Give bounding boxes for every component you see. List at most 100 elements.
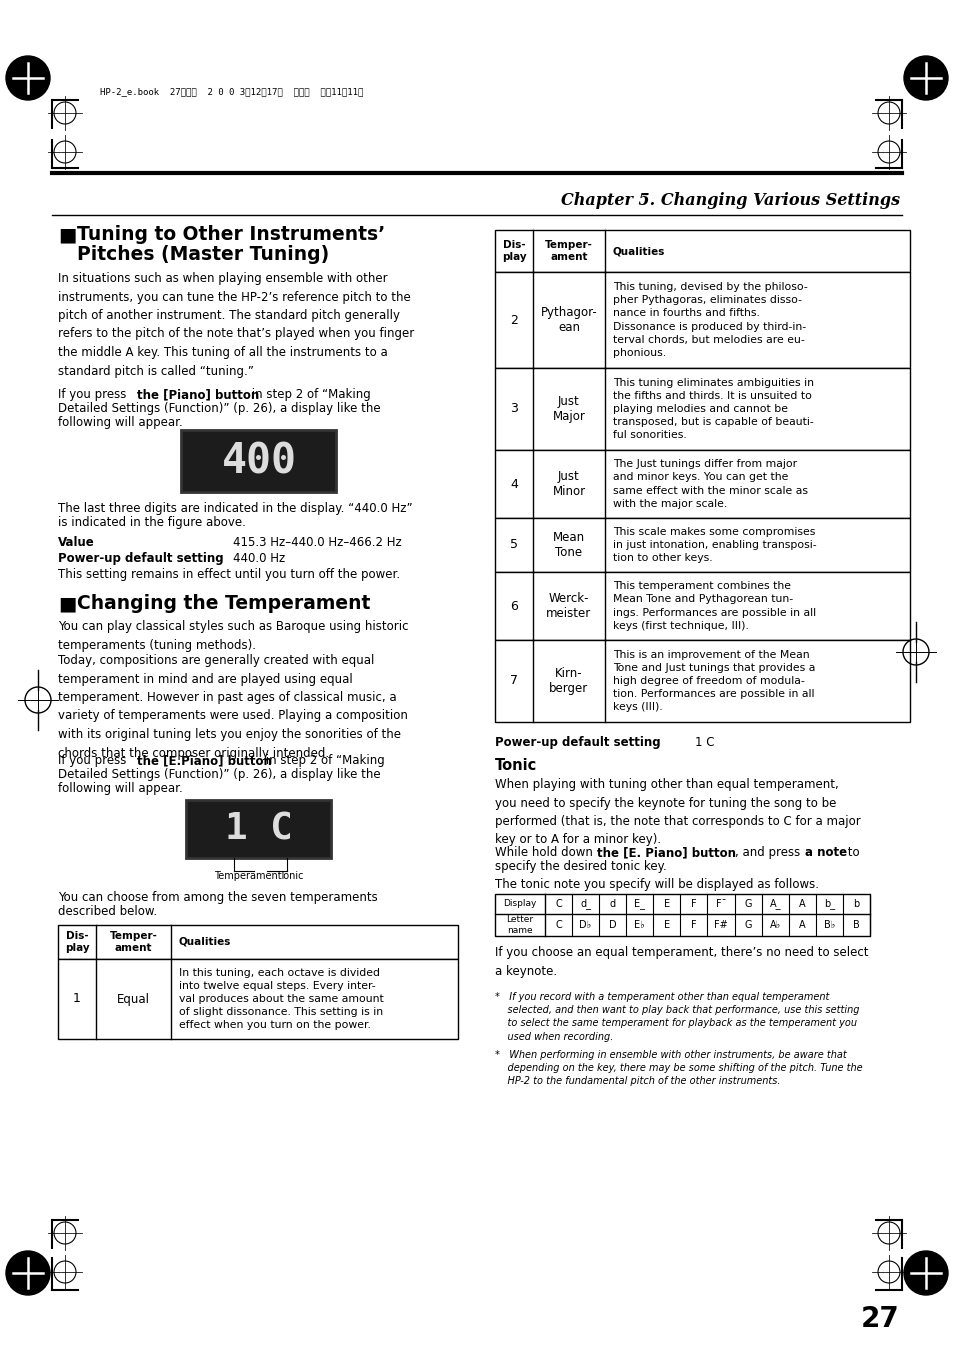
Text: A: A — [799, 920, 804, 929]
Circle shape — [903, 55, 947, 100]
Text: 3: 3 — [510, 403, 517, 416]
Text: following will appear.: following will appear. — [58, 416, 183, 430]
Text: E: E — [663, 920, 669, 929]
Text: specify the desired tonic key.: specify the desired tonic key. — [495, 861, 666, 873]
Text: A_: A_ — [769, 898, 781, 909]
Text: If you press: If you press — [58, 388, 130, 401]
Text: Dis-
play: Dis- play — [501, 240, 526, 262]
Bar — [495, 450, 909, 517]
Text: B♭: B♭ — [822, 920, 834, 929]
Text: , and press: , and press — [734, 846, 803, 859]
Text: This tuning, devised by the philoso-
pher Pythagoras, eliminates disso-
nance in: This tuning, devised by the philoso- phe… — [613, 282, 807, 358]
Text: C: C — [555, 920, 561, 929]
Text: 1 C: 1 C — [695, 736, 714, 748]
Text: Display: Display — [503, 900, 537, 908]
Text: Tuning to Other Instruments’: Tuning to Other Instruments’ — [77, 226, 385, 245]
Text: You can play classical styles such as Baroque using historic
temperaments (tunin: You can play classical styles such as Ba… — [58, 620, 408, 651]
Text: Letter
name: Letter name — [506, 915, 533, 935]
Text: D: D — [608, 920, 616, 929]
Text: HP-2_e.book  27ページ  2 0 0 3年12月17日  水曜日  午前11時11分: HP-2_e.book 27ページ 2 0 0 3年12月17日 水曜日 午前1… — [100, 88, 363, 96]
Text: A: A — [799, 898, 804, 909]
Text: Chapter 5. Changing Various Settings: Chapter 5. Changing Various Settings — [560, 192, 899, 209]
Text: a note: a note — [804, 846, 846, 859]
Text: to: to — [843, 846, 859, 859]
Text: In situations such as when playing ensemble with other
instruments, you can tune: In situations such as when playing ensem… — [58, 272, 414, 377]
Text: following will appear.: following will appear. — [58, 782, 183, 794]
Text: Mean
Tone: Mean Tone — [553, 531, 584, 559]
Circle shape — [903, 1251, 947, 1296]
Text: G: G — [743, 898, 751, 909]
Text: Dis-
play: Dis- play — [65, 931, 90, 952]
Text: *   When performing in ensemble with other instruments, be aware that
    depend: * When performing in ensemble with other… — [495, 1050, 862, 1086]
Bar — [58, 959, 457, 1039]
Text: b_: b_ — [823, 898, 834, 909]
Text: Today, compositions are generally created with equal
temperament in mind and are: Today, compositions are generally create… — [58, 654, 408, 759]
Text: the [E.Piano] button: the [E.Piano] button — [137, 754, 272, 767]
Text: is indicated in the figure above.: is indicated in the figure above. — [58, 516, 246, 530]
Text: Qualities: Qualities — [613, 246, 664, 255]
Text: F: F — [690, 898, 696, 909]
Bar — [495, 230, 909, 272]
Bar — [495, 272, 909, 367]
Bar — [58, 925, 457, 959]
Text: 415.3 Hz–440.0 Hz–466.2 Hz: 415.3 Hz–440.0 Hz–466.2 Hz — [233, 536, 401, 549]
Text: the [E. Piano] button: the [E. Piano] button — [597, 846, 735, 859]
Text: E_: E_ — [634, 898, 644, 909]
Text: b: b — [852, 898, 859, 909]
Text: 7: 7 — [510, 674, 517, 688]
Bar — [495, 640, 909, 721]
Text: This setting remains in effect until you turn off the power.: This setting remains in effect until you… — [58, 567, 399, 581]
Text: B: B — [852, 920, 859, 929]
Text: described below.: described below. — [58, 905, 157, 917]
Text: *   If you record with a temperament other than equal temperament
    selected, : * If you record with a temperament other… — [495, 992, 859, 1042]
Text: 27: 27 — [861, 1305, 899, 1333]
Text: 440.0 Hz: 440.0 Hz — [233, 553, 285, 565]
Text: Kirn-
berger: Kirn- berger — [549, 667, 588, 694]
Text: This scale makes some compromises
in just intonation, enabling transposi-
tion t: This scale makes some compromises in jus… — [613, 527, 816, 563]
Text: in step 2 of “Making: in step 2 of “Making — [248, 388, 371, 401]
Text: Just
Minor: Just Minor — [552, 470, 585, 499]
Text: Detailed Settings (Function)” (p. 26), a display like the: Detailed Settings (Function)” (p. 26), a… — [58, 767, 380, 781]
Text: Just
Major: Just Major — [552, 394, 585, 423]
Text: E♭: E♭ — [634, 920, 644, 929]
Text: 6: 6 — [510, 600, 517, 612]
Text: The last three digits are indicated in the display. “440.0 Hz”: The last three digits are indicated in t… — [58, 503, 413, 515]
Text: Qualities: Qualities — [179, 938, 232, 947]
Text: If you press: If you press — [58, 754, 130, 767]
Text: The Just tunings differ from major
and minor keys. You can get the
same effect w: The Just tunings differ from major and m… — [613, 459, 807, 509]
Text: Pitches (Master Tuning): Pitches (Master Tuning) — [77, 245, 329, 263]
Text: If you choose an equal temperament, there’s no need to select
a keynote.: If you choose an equal temperament, ther… — [495, 946, 867, 978]
Text: Temper-
ament: Temper- ament — [110, 931, 157, 952]
Text: You can choose from among the seven temperaments: You can choose from among the seven temp… — [58, 892, 377, 904]
Text: This is an improvement of the Mean
Tone and Just tunings that provides a
high de: This is an improvement of the Mean Tone … — [613, 650, 815, 712]
Text: d: d — [609, 898, 615, 909]
Circle shape — [6, 1251, 50, 1296]
Text: 1: 1 — [73, 993, 81, 1005]
Text: This tuning eliminates ambiguities in
the fifths and thirds. It is unsuited to
p: This tuning eliminates ambiguities in th… — [613, 377, 813, 440]
Text: ■: ■ — [58, 594, 76, 613]
Text: Power-up default setting: Power-up default setting — [495, 736, 659, 748]
Text: This temperament combines the
Mean Tone and Pythagorean tun-
ings. Performances : This temperament combines the Mean Tone … — [613, 581, 815, 631]
Text: 2: 2 — [510, 313, 517, 327]
Text: A♭: A♭ — [769, 920, 780, 929]
Text: E: E — [663, 898, 669, 909]
Text: F: F — [690, 920, 696, 929]
Bar — [495, 571, 909, 640]
Text: Value: Value — [58, 536, 94, 549]
Text: Tonic: Tonic — [495, 758, 537, 773]
Text: The tonic note you specify will be displayed as follows.: The tonic note you specify will be displ… — [495, 878, 818, 892]
Text: Tonic: Tonic — [278, 871, 303, 881]
Text: 4: 4 — [510, 477, 517, 490]
Text: In this tuning, each octave is divided
into twelve equal steps. Every inter-
val: In this tuning, each octave is divided i… — [179, 967, 383, 1031]
Text: F¯: F¯ — [715, 898, 725, 909]
Text: in step 2 of “Making: in step 2 of “Making — [262, 754, 384, 767]
Text: When playing with tuning other than equal temperament,
you need to specify the k: When playing with tuning other than equa… — [495, 778, 860, 847]
Bar — [186, 800, 331, 858]
Text: G: G — [743, 920, 751, 929]
Text: C: C — [555, 898, 561, 909]
Text: ■: ■ — [58, 226, 76, 245]
Text: Werck-
meister: Werck- meister — [546, 592, 591, 620]
Text: Temper-
ament: Temper- ament — [544, 240, 593, 262]
Bar — [495, 517, 909, 571]
Text: Detailed Settings (Function)” (p. 26), a display like the: Detailed Settings (Function)” (p. 26), a… — [58, 403, 380, 415]
